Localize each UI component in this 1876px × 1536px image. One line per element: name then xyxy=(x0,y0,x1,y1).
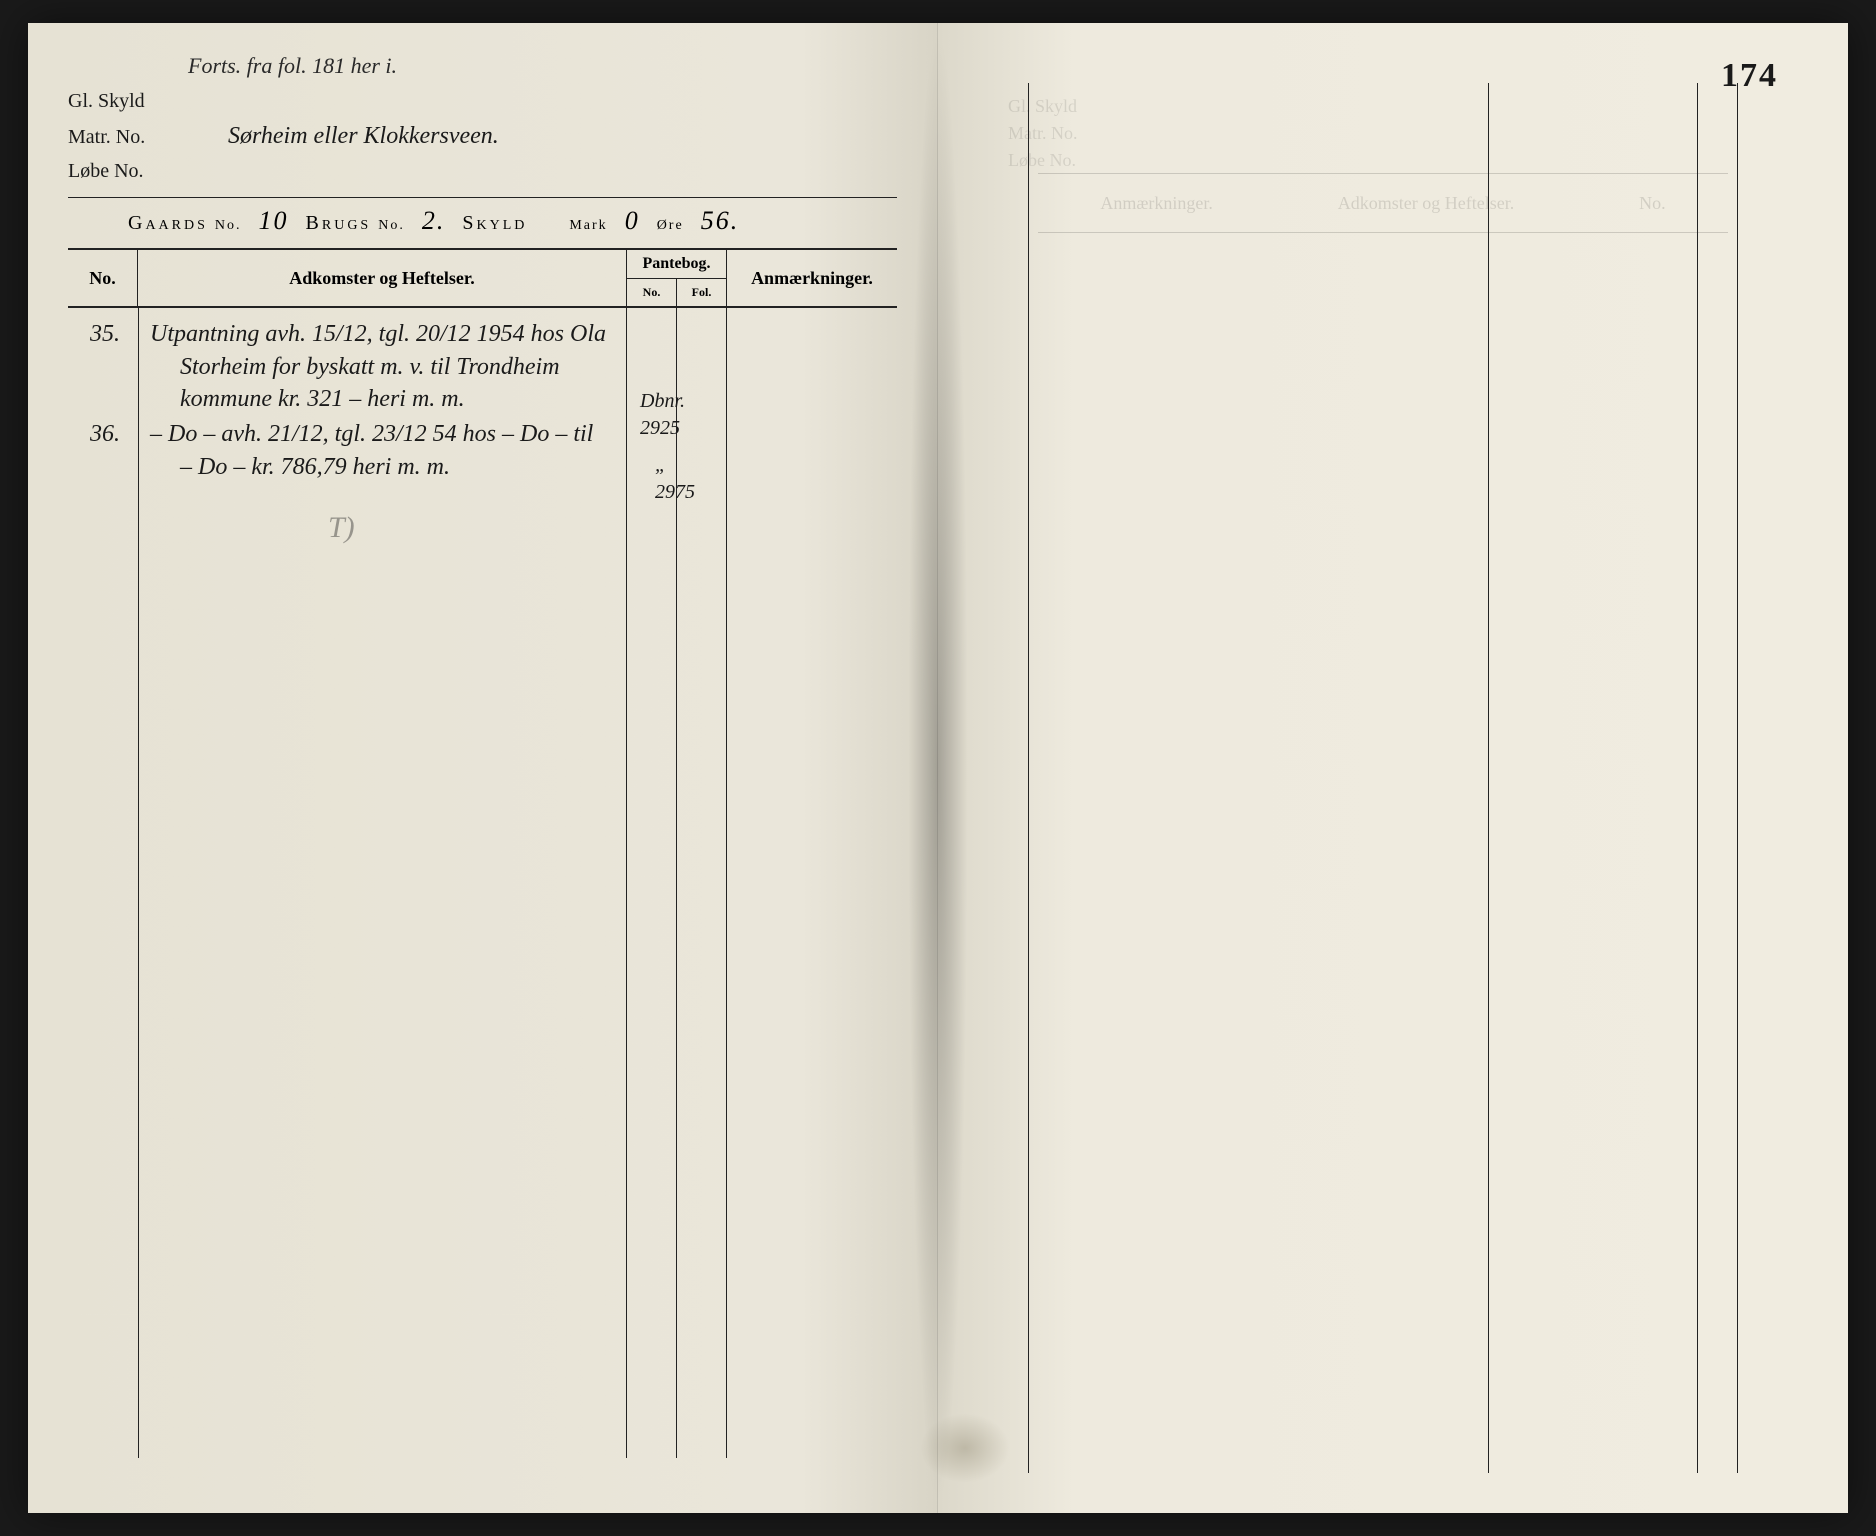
vertical-rule xyxy=(1697,83,1698,1473)
mark-value: 0 xyxy=(615,206,650,235)
page-number: 174 xyxy=(1721,57,1778,95)
col-header-pantebog: Pantebog. No. Fol. xyxy=(627,250,727,306)
faint-label: Gl. Skyld xyxy=(1008,93,1078,120)
pantebog-label: Pantebog. xyxy=(627,250,726,279)
col-header-no: No. xyxy=(68,250,138,306)
ledger-table: No. Adkomster og Heftelser. Pantebog. No… xyxy=(68,248,897,1458)
header-rule xyxy=(68,197,897,198)
ore-value: 56. xyxy=(691,206,750,235)
header-labels: Gl. Skyld Matr. No. Sørheim eller Klokke… xyxy=(68,85,897,187)
ledger-entry: 36. – Do – avh. 21/12, tgl. 23/12 54 hos… xyxy=(150,418,620,483)
entry-line: – Do – avh. 21/12, tgl. 23/12 54 hos – D… xyxy=(150,418,620,450)
brugs-no-sub: No. xyxy=(378,218,405,233)
ore-label: Øre xyxy=(657,218,684,233)
vertical-rule xyxy=(1028,83,1029,1473)
lobe-no-label: Løbe No. xyxy=(68,155,208,187)
entry-ref: „ 2975 xyxy=(655,452,695,506)
column-header-row: No. Adkomster og Heftelser. Pantebog. No… xyxy=(68,250,897,308)
entry-line: kommune kr. 321 – heri m. m. xyxy=(150,383,620,415)
col-header-adkomster: Adkomster og Heftelser. xyxy=(138,250,627,306)
right-page: 174 Gl. Skyld Matr. No. Løbe No. Anmærkn… xyxy=(938,23,1848,1513)
paper-stain xyxy=(920,1413,1010,1483)
mark-label: Mark xyxy=(569,218,607,233)
faint-col: No. xyxy=(1639,193,1666,214)
gaards-no-value: 10 xyxy=(249,206,299,235)
ledger-book: Forts. fra fol. 181 her i. Gl. Skyld Mat… xyxy=(28,23,1848,1513)
gaards-no-sub: No. xyxy=(215,218,242,233)
matr-no-value: Sørheim eller Klokkersveen. xyxy=(228,117,499,155)
vertical-rule xyxy=(1488,83,1489,1473)
brugs-no-value: 2. xyxy=(412,206,456,235)
vertical-rule xyxy=(1737,83,1738,1473)
handwritten-mark: T) xyxy=(328,508,355,549)
matr-no-label: Matr. No. xyxy=(68,121,208,153)
skyld-label: Skyld xyxy=(462,212,527,234)
brugs-label: Brugs xyxy=(306,212,372,234)
entry-line: – Do – kr. 786,79 heri m. m. xyxy=(150,451,620,483)
entry-number: 36. xyxy=(90,418,120,450)
gl-skyld-label: Gl. Skyld xyxy=(68,85,208,117)
entry-ref: Dbnr. 2925 xyxy=(640,388,685,442)
pantebog-fol-label: Fol. xyxy=(677,279,726,307)
ledger-body: 35. Utpantning avh. 15/12, tgl. 20/12 19… xyxy=(68,308,897,1458)
left-page: Forts. fra fol. 181 her i. Gl. Skyld Mat… xyxy=(28,23,938,1513)
entry-line: Storheim for byskatt m. v. til Trondheim xyxy=(150,351,620,383)
entry-number: 35. xyxy=(90,318,120,350)
faint-label: Matr. No. xyxy=(1008,120,1078,147)
faint-label: Løbe No. xyxy=(1008,147,1078,174)
vertical-rule xyxy=(626,308,627,1458)
continuation-note: Forts. fra fol. 181 her i. xyxy=(188,53,897,79)
entry-line: Utpantning avh. 15/12, tgl. 20/12 1954 h… xyxy=(150,318,620,350)
col-header-anmerkninger: Anmærkninger. xyxy=(727,250,897,306)
vertical-rule xyxy=(138,308,139,1458)
ledger-entry: 35. Utpantning avh. 15/12, tgl. 20/12 19… xyxy=(150,318,620,415)
vertical-rule xyxy=(726,308,727,1458)
gaards-line: Gaards No. 10 Brugs No. 2. Skyld Mark 0 … xyxy=(128,206,897,242)
pantebog-no-label: No. xyxy=(627,279,677,307)
gaards-label: Gaards xyxy=(128,212,208,234)
faint-col: Anmærkninger. xyxy=(1100,193,1213,214)
faint-show-through-header: Anmærkninger. Adkomster og Heftelser. No… xyxy=(1038,173,1728,233)
faint-show-through-labels: Gl. Skyld Matr. No. Løbe No. xyxy=(1008,93,1078,174)
